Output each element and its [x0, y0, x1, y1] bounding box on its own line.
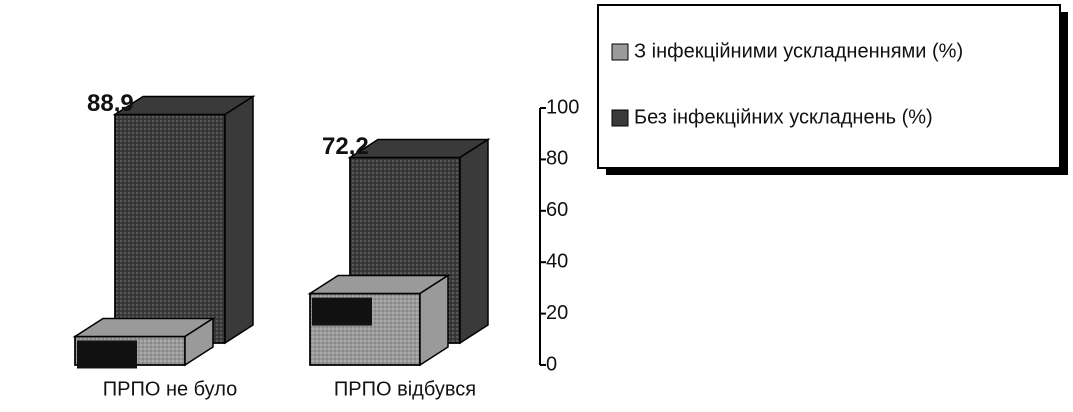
- data-label: 11,1: [81, 340, 126, 367]
- y-tick-label: 40: [546, 250, 568, 272]
- data-label-bg: [312, 297, 372, 326]
- y-tick-label: 20: [546, 302, 568, 324]
- bar-side: [184, 317, 214, 367]
- data-label-bg: [77, 340, 137, 369]
- bar-side: [419, 274, 449, 367]
- bar-side: [459, 138, 489, 345]
- y-tick-label: 80: [546, 148, 568, 170]
- data-label: 88,9: [87, 90, 134, 117]
- legend-swatch: [611, 43, 629, 61]
- x-tick-label: ПРПО не було: [103, 378, 238, 400]
- legend-label: Без інфекційних ускладнень (%): [634, 106, 933, 128]
- bar-texture: [114, 113, 226, 344]
- bar: [112, 95, 256, 345]
- x-tick-label: ПРПО відбувся: [334, 378, 476, 400]
- data-label: 27,8: [316, 297, 363, 324]
- legend: [597, 4, 1061, 169]
- bar-side: [224, 95, 254, 345]
- legend-label: З інфекційними ускладненнями (%): [634, 40, 963, 62]
- data-label: 72,2: [322, 133, 369, 160]
- y-tick-label: 60: [546, 199, 568, 221]
- y-tick-label: 100: [546, 96, 579, 118]
- y-tick-label: 0: [546, 353, 557, 375]
- legend-swatch: [611, 109, 629, 127]
